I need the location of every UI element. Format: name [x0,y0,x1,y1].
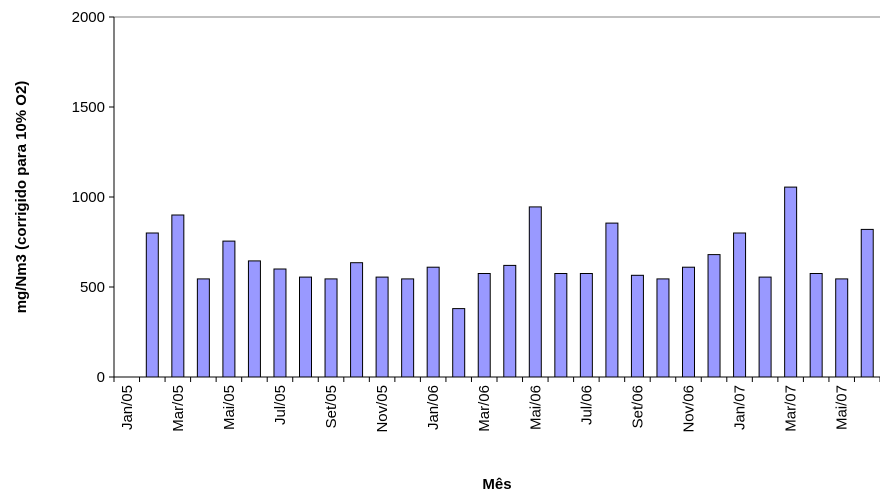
bar-mai-06 [529,207,541,377]
bar-jan-07 [734,233,746,377]
x-tick-label: Set/06 [629,385,646,428]
x-tick-label: Jan/05 [119,385,136,430]
x-tick-label: Mai/05 [221,385,238,430]
bar-jan-06 [427,267,439,377]
x-tick-label: Jul/05 [272,385,289,425]
x-tick-label: Set/05 [323,385,340,428]
y-tick-label: 500 [80,279,105,296]
bar-fev-05 [146,233,158,377]
x-tick-label: Nov/05 [374,385,391,433]
y-axis-title: mg/Nm3 (corrigido para 10% O2) [13,81,30,314]
x-tick-label: Mar/05 [170,385,187,432]
y-tick-label: 1500 [72,99,105,116]
bar-abr-07 [810,274,822,378]
bar-ago-05 [300,277,312,377]
x-tick-label: Jan/06 [425,385,442,430]
bar-ago-06 [606,223,618,377]
bar-mai-07 [836,279,848,377]
bars-group [146,187,873,377]
bar-fev-06 [453,309,465,377]
x-tick-label: Jan/07 [732,385,749,430]
bar-nov-06 [683,267,695,377]
bar-mar-06 [478,274,490,378]
bar-abr-06 [504,265,516,377]
bar-jul-06 [580,274,592,378]
bar-jun-06 [555,274,567,378]
bar-fev-07 [759,277,771,377]
bar-dez-06 [708,255,720,377]
y-tick-label: 2000 [72,9,105,26]
bar-dez-05 [402,279,414,377]
x-tick-label: Mai/06 [527,385,544,430]
bar-set-05 [325,279,337,377]
bar-jul-05 [274,269,286,377]
y-axis: 0 500 1000 1500 2000 [72,9,114,386]
bar-set-06 [631,275,643,377]
bar-jun-05 [248,261,260,377]
bar-mai-05 [223,241,235,377]
x-tick-label: Mar/07 [783,385,800,432]
bar-jun-07 [861,229,873,377]
x-tick-label: Nov/06 [681,385,698,433]
bar-mar-05 [172,215,184,377]
x-tick-label: Jul/06 [578,385,595,425]
bar-mar-07 [785,187,797,377]
bar-abr-05 [197,279,209,377]
y-tick-label: 0 [97,369,105,386]
x-tick-label: Mai/07 [834,385,851,430]
bar-out-06 [657,279,669,377]
bar-nov-05 [376,277,388,377]
x-tick-label: Mar/06 [476,385,493,432]
x-axis: Jan/05 Mar/05 Mai/05 Jul/05 Set/05 Nov/05 Jan/… [114,377,880,433]
bar-out-05 [351,263,363,377]
x-axis-title: Mês [482,476,511,493]
y-tick-label: 1000 [72,189,105,206]
